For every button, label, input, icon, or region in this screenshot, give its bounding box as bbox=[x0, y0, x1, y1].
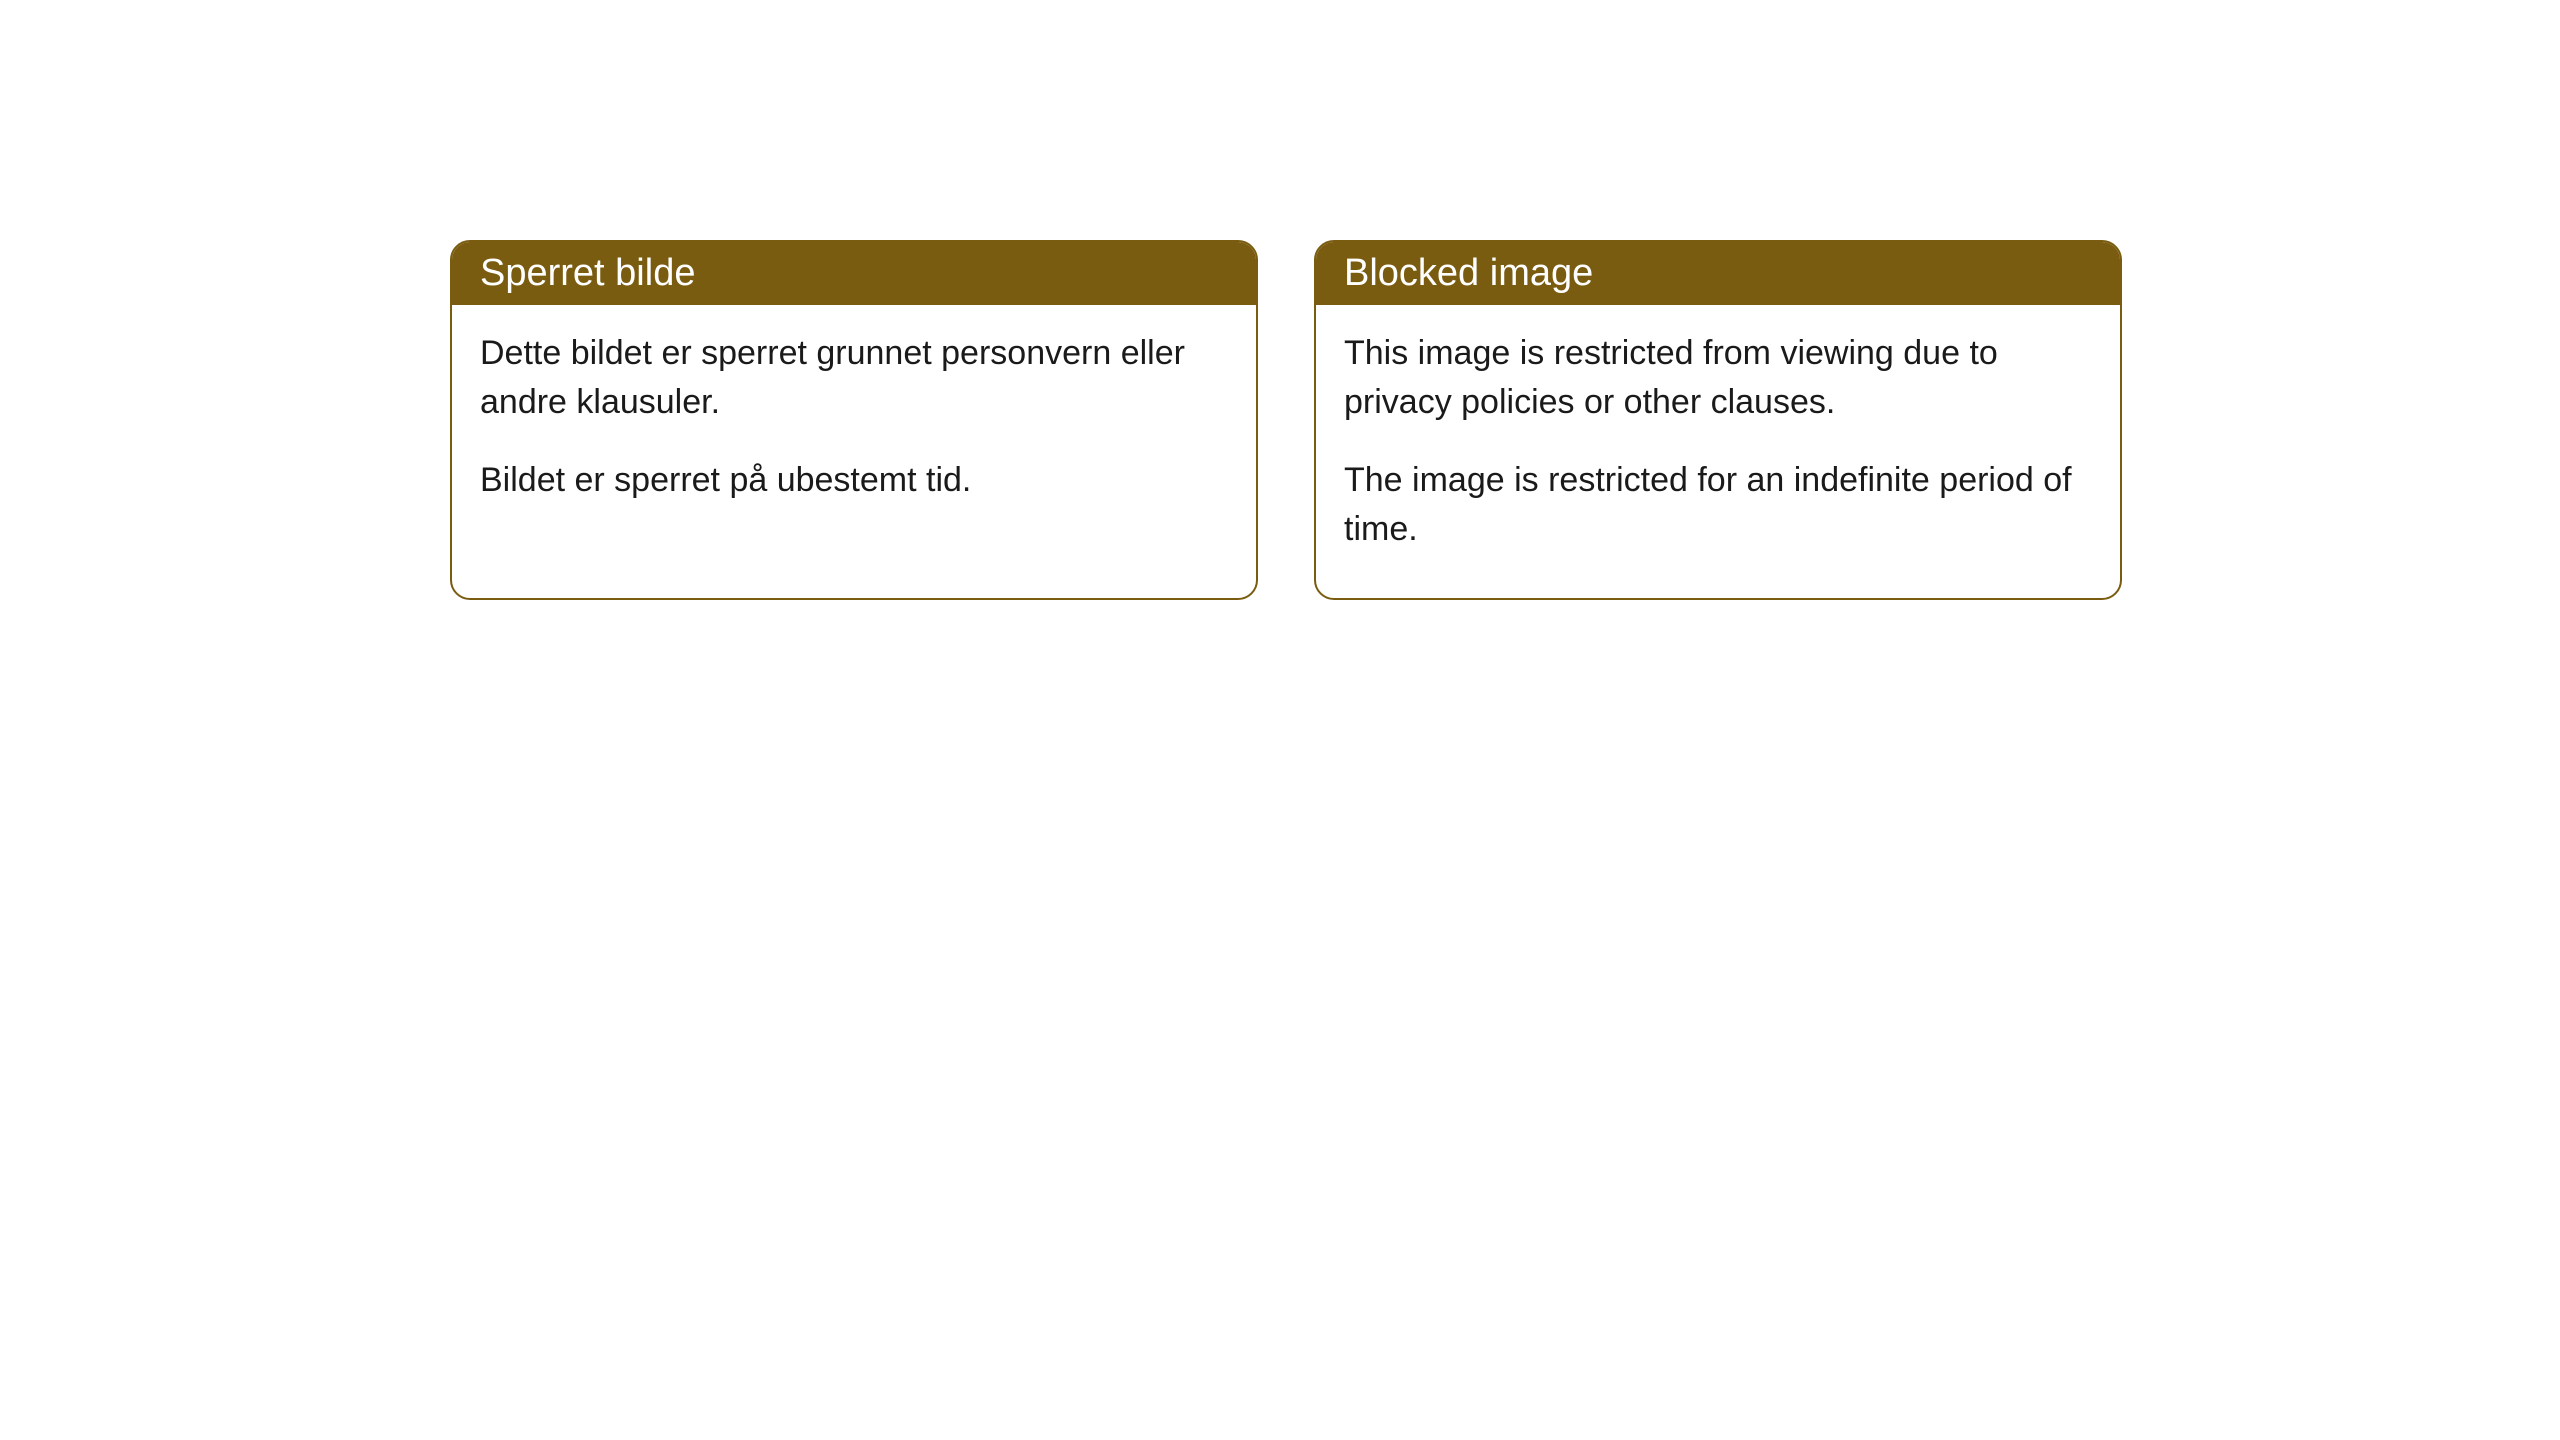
notice-cards-container: Sperret bilde Dette bildet er sperret gr… bbox=[450, 240, 2122, 600]
notice-card-english: Blocked image This image is restricted f… bbox=[1314, 240, 2122, 600]
card-header-norwegian: Sperret bilde bbox=[452, 242, 1256, 305]
card-title-english: Blocked image bbox=[1344, 252, 1593, 294]
card-paragraph-2-norwegian: Bildet er sperret på ubestemt tid. bbox=[480, 456, 1228, 505]
card-paragraph-1-english: This image is restricted from viewing du… bbox=[1344, 329, 2092, 428]
card-paragraph-2-english: The image is restricted for an indefinit… bbox=[1344, 456, 2092, 555]
card-title-norwegian: Sperret bilde bbox=[480, 252, 695, 294]
card-paragraph-1-norwegian: Dette bildet er sperret grunnet personve… bbox=[480, 329, 1228, 428]
notice-card-norwegian: Sperret bilde Dette bildet er sperret gr… bbox=[450, 240, 1258, 600]
card-header-english: Blocked image bbox=[1316, 242, 2120, 305]
card-body-english: This image is restricted from viewing du… bbox=[1316, 305, 2120, 598]
card-body-norwegian: Dette bildet er sperret grunnet personve… bbox=[452, 305, 1256, 549]
